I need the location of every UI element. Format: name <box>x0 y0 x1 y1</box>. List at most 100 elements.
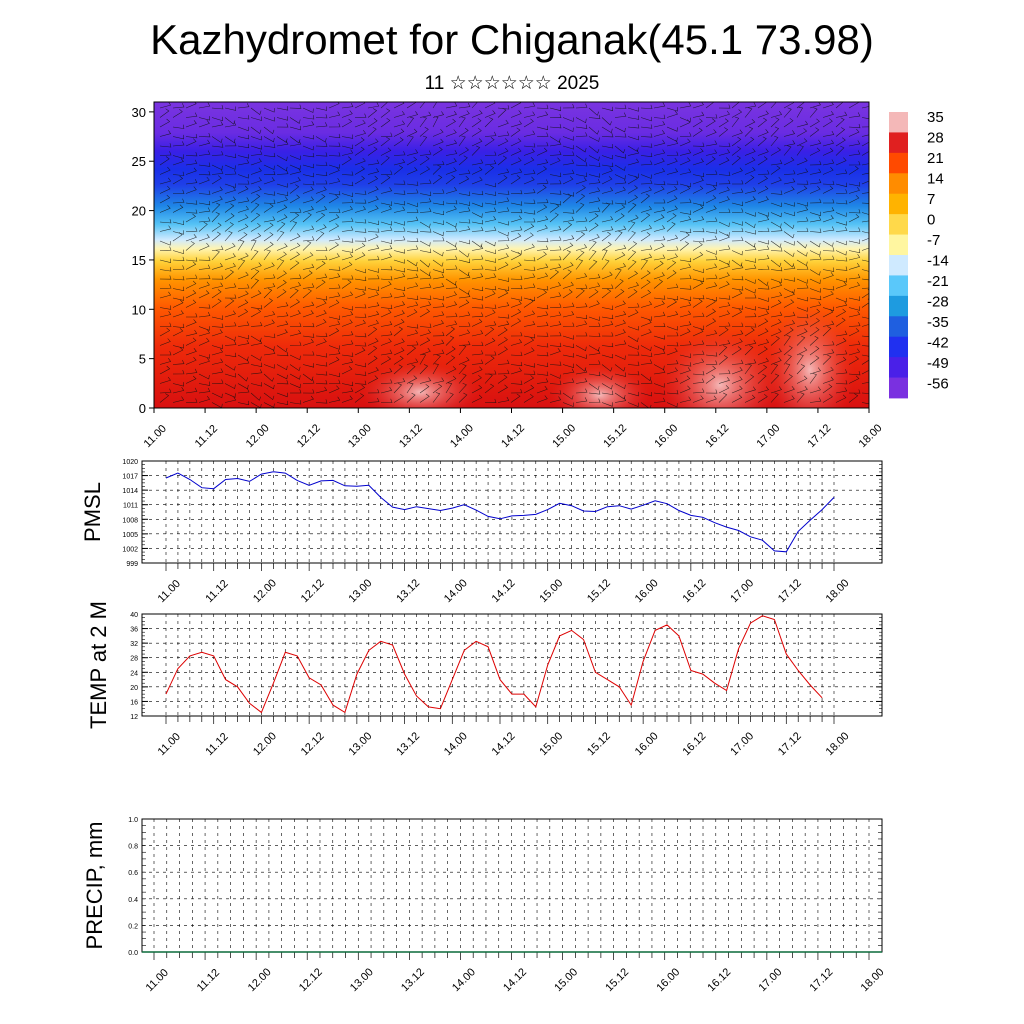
wind-barb <box>289 400 302 405</box>
wind-barb <box>185 290 197 299</box>
wind-barb <box>653 206 666 213</box>
wind-barb <box>484 240 496 247</box>
wind-barb <box>185 213 196 223</box>
wind-barb <box>576 332 588 337</box>
temp-x-tick-label: 16.00 <box>633 730 661 758</box>
wind-barb <box>458 201 471 206</box>
wind-barb <box>354 190 367 195</box>
precip-x-tick-label: 16.00 <box>654 966 682 994</box>
wind-barb <box>458 373 467 384</box>
wind-barb <box>809 367 821 375</box>
wind-barb <box>770 319 782 327</box>
wind-barb <box>289 299 300 308</box>
wind-barb <box>705 255 718 261</box>
wind-barb <box>224 322 237 327</box>
wind-barb <box>835 356 847 365</box>
wind-barb <box>705 374 716 384</box>
colorbar-label: 7 <box>927 191 935 208</box>
wind-barb <box>419 393 430 403</box>
wind-barb <box>510 388 523 394</box>
wind-barb <box>692 201 705 206</box>
wind-barb <box>705 181 718 187</box>
wind-barb <box>575 288 585 299</box>
wind-barb <box>549 203 560 213</box>
wind-barb <box>796 386 808 394</box>
wind-barb <box>471 255 484 261</box>
wind-barb <box>341 192 353 197</box>
wind-barb <box>302 322 315 328</box>
wind-barb <box>393 318 405 327</box>
wind-barb <box>497 236 510 242</box>
wind-barb <box>549 282 562 289</box>
wind-barb <box>627 194 638 204</box>
wind-barb <box>614 364 626 372</box>
wind-barb <box>744 306 757 311</box>
wind-barb <box>654 199 666 204</box>
wind-barb <box>562 378 575 384</box>
wind-barb <box>601 288 612 299</box>
wind-barb <box>329 379 341 384</box>
wind-barb <box>250 116 262 121</box>
wind-barb <box>432 282 445 289</box>
wind-barb <box>524 218 536 223</box>
wind-barb <box>432 331 445 337</box>
wind-barb <box>380 155 390 166</box>
wind-barb <box>497 119 509 128</box>
wind-barb <box>172 141 185 147</box>
wind-barb <box>471 212 483 218</box>
wind-barb <box>276 373 288 380</box>
wind-barb <box>627 326 639 331</box>
wind-barb <box>302 333 315 338</box>
wind-barb <box>575 320 588 327</box>
wind-barb <box>289 140 302 147</box>
wind-barb <box>406 273 419 280</box>
wind-barb <box>861 402 869 405</box>
wind-barb <box>562 136 574 141</box>
wind-barb <box>510 168 523 175</box>
wind-barb <box>822 185 834 194</box>
wind-barb <box>718 104 731 109</box>
wind-barb <box>757 297 769 302</box>
wind-barb <box>562 392 574 400</box>
wind-barb <box>198 256 211 261</box>
colorbar-label: -42 <box>927 335 949 352</box>
wind-barb <box>198 200 211 206</box>
wind-barb <box>198 274 211 280</box>
wind-barb <box>510 175 521 185</box>
wind-barb <box>160 322 172 327</box>
wind-barb <box>770 117 780 128</box>
wind-barb <box>549 123 562 129</box>
wind-barb <box>393 364 403 375</box>
wind-barb <box>666 253 678 261</box>
wind-barb <box>601 390 614 395</box>
wind-barb <box>471 374 482 384</box>
wind-barb <box>276 392 288 398</box>
wind-barb <box>419 269 431 277</box>
wind-barb <box>198 132 211 138</box>
wind-barb <box>718 231 730 237</box>
wind-barb <box>692 340 705 346</box>
wind-barb <box>679 119 691 128</box>
wind-barb <box>393 180 406 185</box>
wind-barb <box>822 384 833 394</box>
wind-barb <box>458 135 466 147</box>
wind-barb <box>783 250 795 258</box>
pmsl-y-tick-label: 999 <box>126 561 138 568</box>
wind-barb <box>744 327 755 337</box>
wind-barb <box>718 295 731 300</box>
wind-barb <box>718 272 730 280</box>
wind-barb <box>432 237 445 242</box>
wind-barb <box>835 189 848 194</box>
wind-barb <box>835 111 848 118</box>
wind-barb <box>666 221 676 232</box>
colorbar-label: -21 <box>927 273 949 290</box>
temp-y-tick-label: 24 <box>130 670 138 677</box>
wind-barb <box>718 221 730 228</box>
wind-barb <box>653 214 665 223</box>
wind-barb <box>250 335 262 343</box>
wind-barb <box>783 118 794 128</box>
wind-barb <box>861 147 869 156</box>
wind-barb <box>614 230 623 242</box>
wind-barb <box>796 106 804 118</box>
wind-barb <box>406 282 419 289</box>
